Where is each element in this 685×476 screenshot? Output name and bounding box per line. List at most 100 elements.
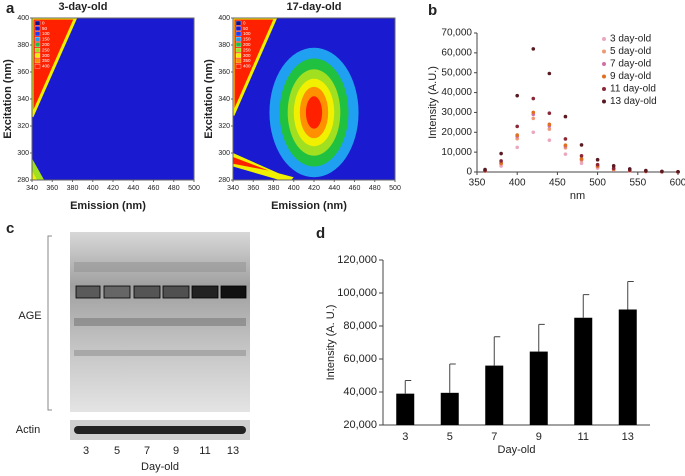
legend-label: 5 day-old — [610, 46, 651, 57]
x-tick-label: 480 — [369, 185, 381, 192]
colorbar-label: 50 — [42, 26, 48, 31]
y-tick-label: 400 — [218, 15, 230, 22]
error-bar — [582, 294, 590, 318]
x-axis-label: Day-old — [141, 461, 179, 473]
y-tick-label: 10,000 — [441, 147, 472, 158]
y-tick-label: 340 — [218, 96, 230, 103]
colorbar-label: 300 — [243, 53, 251, 58]
colorbar-swatch — [34, 58, 41, 64]
x-tick-label: 460 — [148, 185, 160, 192]
colorbar-label: 350 — [243, 58, 251, 63]
data-point — [579, 154, 584, 158]
chart-title: 17-day-old — [286, 1, 341, 13]
y-tick-label: 60,000 — [441, 47, 472, 58]
lane-label: 7 — [144, 445, 150, 457]
legend-marker — [602, 74, 606, 79]
colorbar-label: 0 — [243, 20, 246, 25]
bar-chart: 20,000 40,000 60,000 80,000 100,000 120,000 3 5… — [325, 254, 650, 456]
colorbar-swatch — [235, 64, 242, 69]
colorbar-swatch — [235, 53, 242, 58]
contour-fill — [233, 18, 395, 180]
y-axis-label: Excitation (nm) — [2, 59, 14, 139]
x-tick-label: 360 — [247, 185, 259, 192]
data-point — [595, 162, 600, 167]
legend-label: 11 day-old — [610, 84, 656, 95]
data-point — [660, 169, 664, 174]
row-label: Actin — [16, 424, 40, 436]
x-tick-label: 550 — [629, 178, 646, 189]
data-point — [595, 157, 600, 162]
lane-label: 5 — [114, 445, 120, 457]
x-tick-label: 500 — [188, 185, 200, 192]
error-bar — [449, 363, 456, 393]
contour-fill — [32, 18, 194, 180]
x-tick-label: 480 — [168, 185, 180, 192]
data-point — [547, 122, 552, 127]
panel-label: c — [6, 220, 14, 237]
data-point — [547, 127, 552, 131]
x-tick-label: 380 — [67, 185, 79, 192]
y-tick-label: 340 — [17, 96, 29, 103]
colorbar-swatch — [235, 20, 242, 26]
colorbar-swatch — [34, 64, 41, 69]
legend-label: 7 day-old — [610, 59, 651, 70]
corner-patch — [32, 170, 38, 180]
bar — [574, 317, 593, 425]
y-axis-label: Excitation (nm) — [203, 59, 215, 139]
band — [74, 350, 246, 356]
y-tick-label: 120,000 — [337, 254, 377, 266]
y-tick-label: 300 — [218, 150, 230, 157]
colorbar-swatch — [34, 47, 41, 53]
scatter-band — [233, 153, 294, 180]
data-point — [627, 167, 632, 171]
y-tick-label: 380 — [17, 42, 29, 49]
y-tick-label: 360 — [17, 69, 29, 76]
y-tick-label: 40,000 — [343, 386, 377, 398]
x-tick-label: 420 — [308, 185, 320, 192]
colorbar-swatch — [235, 37, 242, 42]
y-tick-label: 80,000 — [343, 320, 377, 332]
bar — [529, 351, 548, 425]
bar — [618, 309, 637, 425]
colorbar-label: 100 — [42, 31, 50, 36]
actin-band — [74, 426, 246, 434]
colorbar-swatch — [34, 31, 41, 37]
y-tick-label: 320 — [17, 123, 29, 130]
band — [74, 262, 246, 272]
rayleigh-edge — [32, 18, 78, 118]
axis — [382, 260, 650, 426]
bar — [396, 393, 415, 425]
lane-label: 9 — [173, 445, 179, 457]
colorbar-label: 350 — [42, 58, 50, 63]
contour-level — [305, 96, 323, 129]
data-point — [579, 157, 584, 161]
data-point — [531, 110, 536, 115]
y-tick-label: 70,000 — [441, 28, 472, 39]
x-tick-label: 380 — [268, 185, 280, 192]
bracket — [47, 235, 52, 411]
colorbar-swatch — [34, 42, 41, 47]
legend-label: 3 day-old — [610, 34, 651, 45]
colorbar-swatch — [34, 20, 41, 26]
x-tick-label: 420 — [107, 185, 119, 192]
colorbar-label: 150 — [42, 37, 50, 42]
x-tick-label: 7 — [491, 431, 497, 443]
colorbar-swatch — [235, 58, 242, 64]
colorbar-label: 400 — [42, 64, 50, 69]
x-tick-label: 3 — [402, 431, 408, 443]
colorbar-swatch — [34, 26, 41, 31]
colorbar-swatch — [235, 26, 242, 31]
x-tick-label: 350 — [469, 178, 486, 189]
y-tick-label: 100,000 — [337, 287, 377, 299]
legend-marker — [602, 37, 606, 41]
data-point — [547, 138, 552, 143]
legend-marker — [602, 87, 606, 91]
x-axis-label: nm — [570, 190, 585, 202]
colorbar-label: 300 — [42, 53, 50, 58]
scatter-band — [233, 157, 269, 171]
line-chart: 350 400 450 500 550 600 0 10,000 20,000 30,000 40,… — [427, 28, 685, 202]
legend-marker — [602, 99, 606, 104]
lane-label: 3 — [83, 445, 89, 457]
x-tick-label: 5 — [447, 431, 453, 443]
